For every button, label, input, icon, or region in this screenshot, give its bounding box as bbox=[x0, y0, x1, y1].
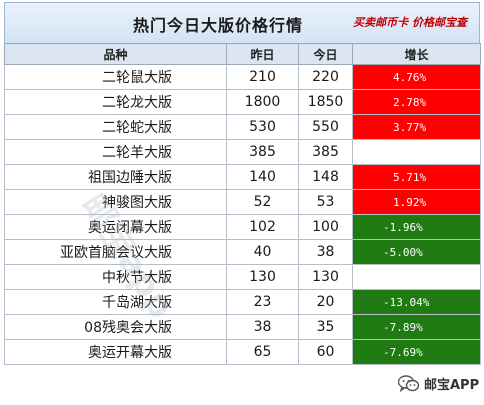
change-cell bbox=[352, 264, 481, 290]
change-cell: -7.89% bbox=[352, 314, 481, 340]
yesterday-price-cell: 530 bbox=[226, 114, 299, 140]
header-row: 品种 昨日 今日 增长 bbox=[4, 43, 481, 65]
yesterday-price-cell: 130 bbox=[226, 264, 299, 290]
yesterday-price-cell: 40 bbox=[226, 239, 299, 265]
yesterday-price-cell: 23 bbox=[226, 289, 299, 315]
product-name-cell: 亚欧首脑会议大版 bbox=[4, 239, 227, 265]
today-price-cell: 20 bbox=[298, 289, 353, 315]
today-price-cell: 53 bbox=[298, 189, 353, 215]
today-price-cell: 385 bbox=[298, 139, 353, 165]
yesterday-price-cell: 38 bbox=[226, 314, 299, 340]
yesterday-price-cell: 140 bbox=[226, 164, 299, 190]
column-header-yesterday: 昨日 bbox=[226, 43, 299, 65]
table-row: 二轮龙大版 1800 1850 2.78% bbox=[4, 89, 481, 115]
column-header-name: 品种 bbox=[4, 43, 227, 65]
today-price-cell: 220 bbox=[298, 64, 353, 90]
column-header-today: 今日 bbox=[298, 43, 353, 65]
change-cell: -7.69% bbox=[352, 339, 481, 365]
yesterday-price-cell: 385 bbox=[226, 139, 299, 165]
price-sheet: 热门今日大版价格行情 买卖邮币卡 价格邮宝查 品种 昨日 今日 增长 二轮鼠大版… bbox=[4, 2, 481, 405]
price-table: 品种 昨日 今日 增长 二轮鼠大版 210 220 4.76% 二轮龙大版 1800 185… bbox=[4, 43, 481, 365]
slogan: 买卖邮币卡 价格邮宝查 bbox=[353, 16, 467, 29]
page-title: 热门今日大版价格行情 bbox=[133, 16, 304, 35]
table-row: 二轮蛇大版 530 550 3.77% bbox=[4, 114, 481, 140]
today-price-cell: 148 bbox=[298, 164, 353, 190]
product-name-cell: 08残奥会大版 bbox=[4, 314, 227, 340]
product-name-cell: 奥运开幕大版 bbox=[4, 339, 227, 365]
product-name-cell: 千岛湖大版 bbox=[4, 289, 227, 315]
today-price-cell: 550 bbox=[298, 114, 353, 140]
today-price-cell: 100 bbox=[298, 214, 353, 240]
change-cell: 3.77% bbox=[352, 114, 481, 140]
change-cell: 1.92% bbox=[352, 189, 481, 215]
table-row: 亚欧首脑会议大版 40 38 -5.00% bbox=[4, 239, 481, 265]
today-price-cell: 35 bbox=[298, 314, 353, 340]
table-body: 二轮鼠大版 210 220 4.76% 二轮龙大版 1800 1850 2.78% 二轮蛇大版 5… bbox=[4, 64, 481, 365]
table-row: 奥运闭幕大版 102 100 -1.96% bbox=[4, 214, 481, 240]
today-price-cell: 38 bbox=[298, 239, 353, 265]
today-price-cell: 130 bbox=[298, 264, 353, 290]
change-cell bbox=[352, 139, 481, 165]
change-cell: -5.00% bbox=[352, 239, 481, 265]
change-cell: 2.78% bbox=[352, 89, 481, 115]
table-row: 08残奥会大版 38 35 -7.89% bbox=[4, 314, 481, 340]
table-row: 神骏图大版 52 53 1.92% bbox=[4, 189, 481, 215]
product-name-cell: 神骏图大版 bbox=[4, 189, 227, 215]
product-name-cell: 祖国边陲大版 bbox=[4, 164, 227, 190]
product-name-cell: 二轮鼠大版 bbox=[4, 64, 227, 90]
table-row: 千岛湖大版 23 20 -13.04% bbox=[4, 289, 481, 315]
change-cell: -13.04% bbox=[352, 289, 481, 315]
wechat-icon bbox=[397, 374, 420, 393]
today-price-cell: 60 bbox=[298, 339, 353, 365]
change-cell: 4.76% bbox=[352, 64, 481, 90]
yesterday-price-cell: 1800 bbox=[226, 89, 299, 115]
yesterday-price-cell: 65 bbox=[226, 339, 299, 365]
table-row: 祖国边陲大版 140 148 5.71% bbox=[4, 164, 481, 190]
today-price-cell: 1850 bbox=[298, 89, 353, 115]
product-name-cell: 奥运闭幕大版 bbox=[4, 214, 227, 240]
table-row: 中秋节大版 130 130 bbox=[4, 264, 481, 290]
product-name-cell: 二轮羊大版 bbox=[4, 139, 227, 165]
column-header-change: 增长 bbox=[352, 43, 481, 65]
brand-name: 邮宝APP bbox=[424, 378, 480, 393]
title-bar: 热门今日大版价格行情 买卖邮币卡 价格邮宝查 bbox=[4, 2, 480, 44]
change-cell: -1.96% bbox=[352, 214, 481, 240]
change-cell: 5.71% bbox=[352, 164, 481, 190]
wechat-badge: 邮宝APP bbox=[397, 374, 480, 393]
table-row: 二轮羊大版 385 385 bbox=[4, 139, 481, 165]
product-name-cell: 二轮龙大版 bbox=[4, 89, 227, 115]
yesterday-price-cell: 52 bbox=[226, 189, 299, 215]
table-row: 奥运开幕大版 65 60 -7.69% bbox=[4, 339, 481, 365]
table-row: 二轮鼠大版 210 220 4.76% bbox=[4, 64, 481, 90]
product-name-cell: 中秋节大版 bbox=[4, 264, 227, 290]
product-name-cell: 二轮蛇大版 bbox=[4, 114, 227, 140]
yesterday-price-cell: 210 bbox=[226, 64, 299, 90]
yesterday-price-cell: 102 bbox=[226, 214, 299, 240]
